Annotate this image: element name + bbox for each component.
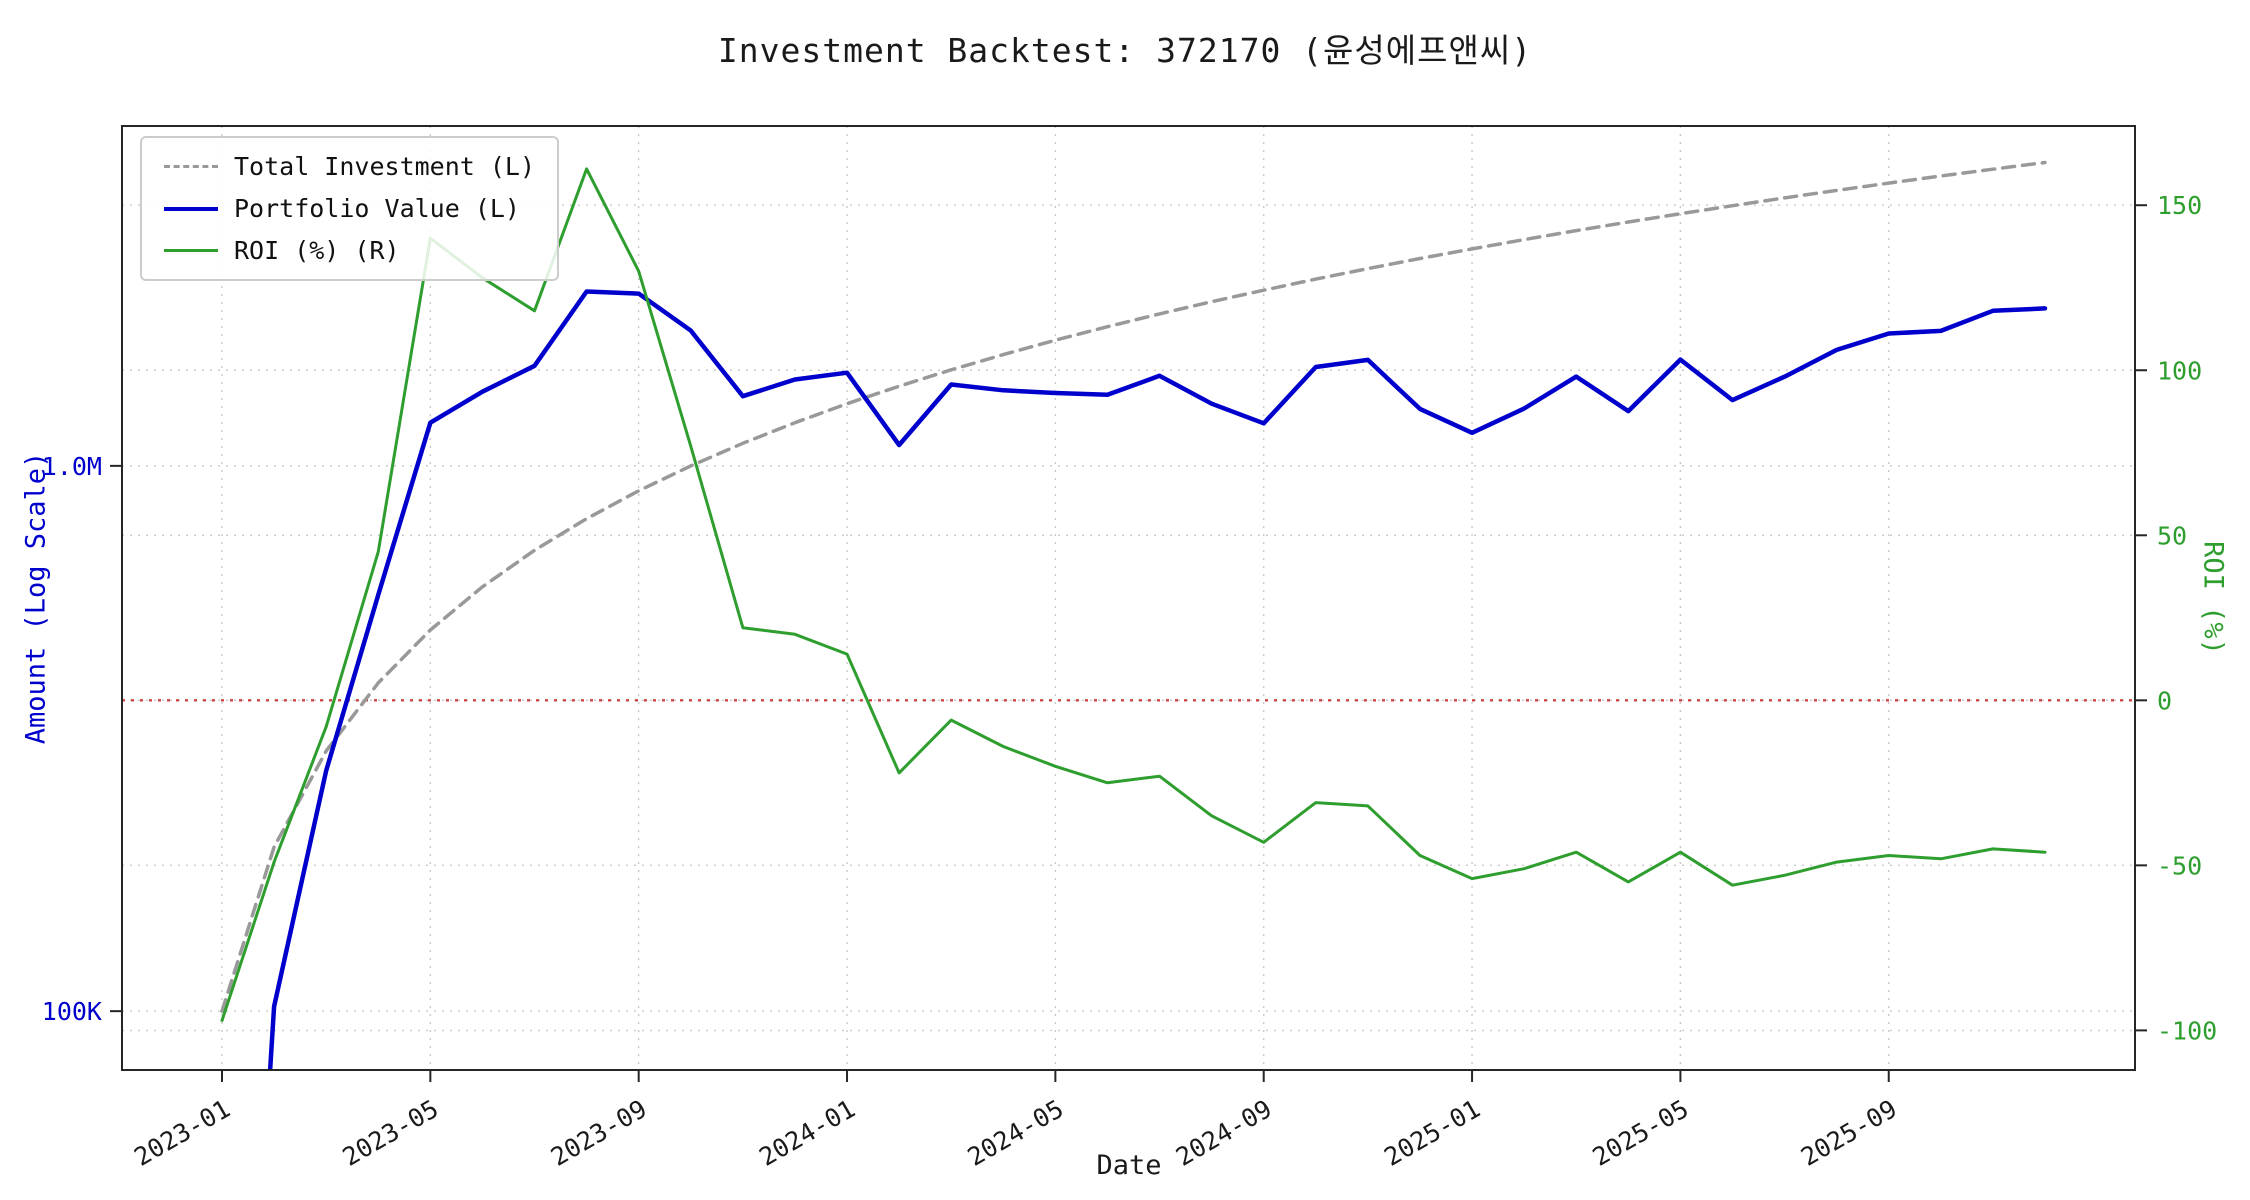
series-portfolio-value-l bbox=[267, 289, 2048, 1070]
svg-text:100: 100 bbox=[2157, 356, 2202, 385]
svg-text:0: 0 bbox=[2157, 686, 2172, 715]
chart-title: Investment Backtest: 372170 (윤성에프앤씨) bbox=[717, 31, 1533, 70]
plot-border bbox=[121, 125, 2136, 1071]
series-total-investment-l bbox=[220, 160, 2047, 1013]
solid-line-sample-icon bbox=[164, 206, 218, 211]
left-axis-label: Amount (Log Scale) bbox=[20, 451, 52, 745]
svg-text:-100: -100 bbox=[2157, 1016, 2217, 1045]
solid-line-sample-icon bbox=[164, 249, 218, 252]
x-axis-label: Date bbox=[1096, 1150, 1162, 1181]
grid-lines bbox=[122, 126, 2135, 1070]
legend-item-total-investment: Total Investment (L) bbox=[164, 152, 535, 181]
legend: Total Investment (L) Portfolio Value (L)… bbox=[140, 136, 560, 281]
svg-text:-50: -50 bbox=[2157, 851, 2202, 880]
legend-item-roi: ROI (%) (R) bbox=[164, 236, 535, 265]
axis-ticks: 2023-01 2023-05 2023-09 2024-01 2024-05 2024-… bbox=[42, 191, 2217, 1172]
right-axis-label: ROI (%) bbox=[2197, 541, 2229, 655]
svg-text:50: 50 bbox=[2157, 521, 2187, 550]
svg-text:1.0M: 1.0M bbox=[42, 452, 102, 481]
dashed-line-sample-icon bbox=[164, 165, 218, 168]
svg-text:150: 150 bbox=[2157, 191, 2202, 220]
svg-text:100K: 100K bbox=[42, 997, 102, 1026]
legend-label: Total Investment (L) bbox=[234, 152, 536, 181]
series-roi-r bbox=[220, 167, 2047, 1022]
legend-label: Portfolio Value (L) bbox=[234, 194, 520, 223]
legend-label: ROI (%) (R) bbox=[234, 236, 400, 265]
legend-item-portfolio-value: Portfolio Value (L) bbox=[164, 194, 535, 223]
